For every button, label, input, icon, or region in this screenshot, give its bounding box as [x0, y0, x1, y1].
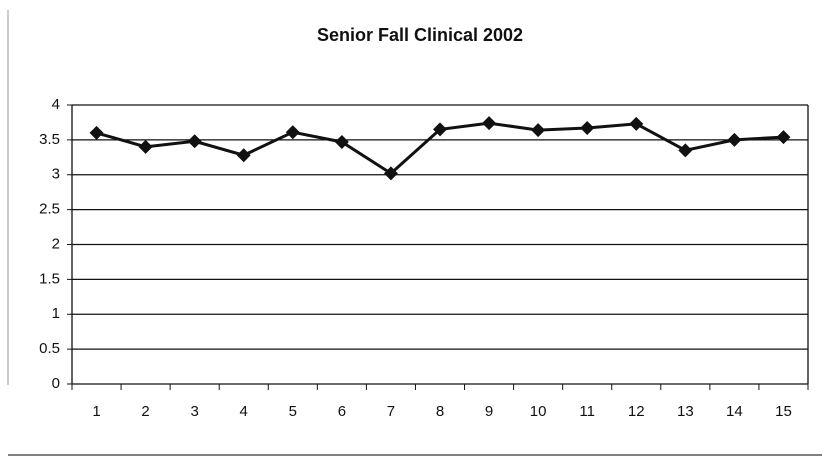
x-tick-label: 13 [677, 403, 694, 420]
x-tick-label: 15 [775, 403, 792, 420]
y-tick-label: 0 [52, 375, 60, 392]
y-tick-label: 1 [52, 305, 60, 322]
x-tick-label: 9 [485, 403, 493, 420]
data-point [383, 166, 398, 181]
x-tick-label: 6 [338, 403, 346, 420]
y-tick-label: 3 [52, 166, 60, 183]
x-tick-label: 8 [436, 403, 444, 420]
y-tick-label: 3.5 [39, 131, 60, 148]
x-tick-label: 10 [530, 403, 547, 420]
x-tick-label: 14 [726, 403, 743, 420]
x-tick-label: 12 [628, 403, 645, 420]
data-point [334, 134, 349, 149]
data-point [629, 116, 644, 131]
data-point [285, 125, 300, 140]
data-point [433, 122, 447, 137]
x-tick-label: 3 [190, 403, 198, 420]
data-point [482, 116, 497, 131]
data-point [236, 148, 251, 163]
data-point [187, 134, 202, 149]
y-tick-label: 2.5 [39, 201, 60, 218]
data-point [727, 132, 742, 147]
data-point [138, 139, 153, 154]
y-tick-label: 0.5 [39, 340, 60, 357]
data-point [678, 143, 693, 158]
x-tick-label: 4 [240, 403, 248, 420]
y-tick-label: 4 [52, 96, 60, 113]
x-tick-label: 1 [92, 403, 100, 420]
data-point [531, 123, 546, 138]
x-tick-label: 7 [387, 403, 395, 420]
x-tick-label: 11 [579, 403, 595, 420]
y-tick-label: 1.5 [39, 270, 60, 287]
data-point [580, 121, 595, 136]
x-tick-label: 2 [141, 403, 149, 420]
y-tick-label: 2 [52, 235, 60, 252]
chart-title: Senior Fall Clinical 2002 [317, 25, 523, 45]
data-point [776, 130, 791, 145]
x-tick-label: 5 [289, 403, 297, 420]
data-point [89, 125, 104, 140]
